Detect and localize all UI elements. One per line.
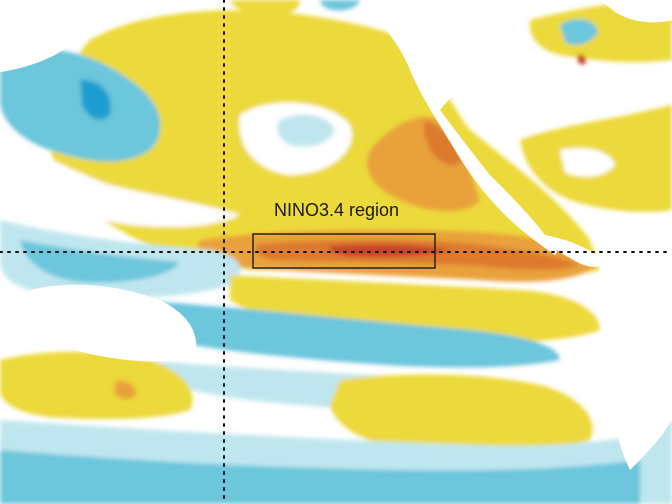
anomaly-sw-orange-dot: [114, 380, 137, 400]
land-australia: [30, 284, 197, 362]
land-layer: [0, 0, 672, 470]
anomaly-nw-white: [0, 130, 240, 227]
anomaly-sw-pacific-yellow: [0, 351, 193, 420]
land-central-america: [545, 235, 605, 267]
anomaly-nw-pacific-deep: [80, 79, 111, 120]
anomaly-ne-pacific-dark: [423, 120, 462, 166]
land-greenland: [600, 0, 672, 23]
land-north-america: [360, 0, 557, 255]
anomaly-north-atlantic-dot: [577, 54, 586, 65]
anomaly-atlantic-white-patch: [560, 148, 615, 177]
anomaly-central-north-blue: [277, 114, 335, 147]
anomaly-west-equatorial-blue2: [20, 240, 180, 283]
anomaly-nw-pacific-blue: [0, 49, 161, 162]
anomaly-equatorial-red: [329, 244, 450, 257]
anomaly-southern-ocean-deep: [0, 450, 640, 504]
land-south-america: [599, 258, 672, 470]
anomaly-top-left-yellow: [230, 0, 300, 15]
anomaly-top-mid-blue: [320, 0, 360, 11]
nino34-region-label: NINO3.4 region: [274, 200, 400, 220]
anomaly-se-pacific-yellow: [330, 374, 593, 453]
land-asia: [0, 0, 110, 72]
anomaly-south-blue-band: [130, 300, 560, 368]
nino34-region-box: [252, 233, 436, 269]
anomaly-north-atlantic-blue: [560, 19, 598, 45]
